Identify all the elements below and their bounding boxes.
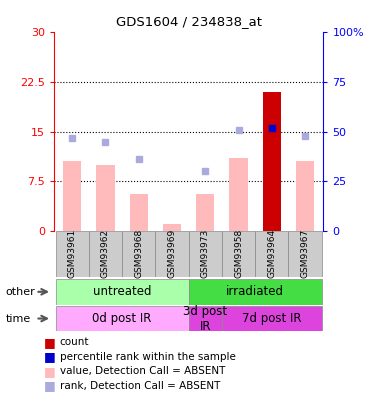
Text: GSM93961: GSM93961 <box>68 228 77 278</box>
Bar <box>229 158 248 231</box>
Text: untreated: untreated <box>93 285 151 298</box>
Bar <box>55 231 89 277</box>
Text: ■: ■ <box>44 365 56 378</box>
Text: ■: ■ <box>44 379 56 392</box>
Text: GSM93958: GSM93958 <box>234 228 243 278</box>
Bar <box>163 224 181 231</box>
Text: other: other <box>6 287 35 297</box>
Bar <box>89 231 122 277</box>
Bar <box>63 162 81 231</box>
Text: ■: ■ <box>44 336 56 349</box>
Bar <box>156 231 189 277</box>
Bar <box>196 194 214 231</box>
Text: rank, Detection Call = ABSENT: rank, Detection Call = ABSENT <box>60 381 220 391</box>
Bar <box>296 162 314 231</box>
Bar <box>122 231 156 277</box>
Text: time: time <box>6 313 31 324</box>
Text: count: count <box>60 337 89 347</box>
Title: GDS1604 / 234838_at: GDS1604 / 234838_at <box>116 15 262 28</box>
Bar <box>96 165 115 231</box>
Text: irradiated: irradiated <box>226 285 284 298</box>
Text: ■: ■ <box>44 350 56 363</box>
Bar <box>130 194 148 231</box>
Bar <box>255 231 288 277</box>
Text: percentile rank within the sample: percentile rank within the sample <box>60 352 236 362</box>
Bar <box>222 306 322 331</box>
Bar <box>222 231 255 277</box>
Text: GSM93969: GSM93969 <box>167 228 176 278</box>
Bar <box>55 306 189 331</box>
Bar <box>263 92 281 231</box>
Text: 7d post IR: 7d post IR <box>242 312 301 325</box>
Text: GSM93967: GSM93967 <box>301 228 310 278</box>
Bar <box>288 231 322 277</box>
Text: value, Detection Call = ABSENT: value, Detection Call = ABSENT <box>60 367 225 376</box>
Text: 3d post
IR: 3d post IR <box>183 305 228 333</box>
Text: GSM93973: GSM93973 <box>201 228 210 278</box>
Bar <box>189 279 322 305</box>
Bar <box>189 306 222 331</box>
Bar <box>189 231 222 277</box>
Bar <box>55 279 189 305</box>
Text: GSM93968: GSM93968 <box>134 228 143 278</box>
Text: GSM93964: GSM93964 <box>267 229 276 278</box>
Text: GSM93962: GSM93962 <box>101 229 110 278</box>
Text: 0d post IR: 0d post IR <box>92 312 152 325</box>
